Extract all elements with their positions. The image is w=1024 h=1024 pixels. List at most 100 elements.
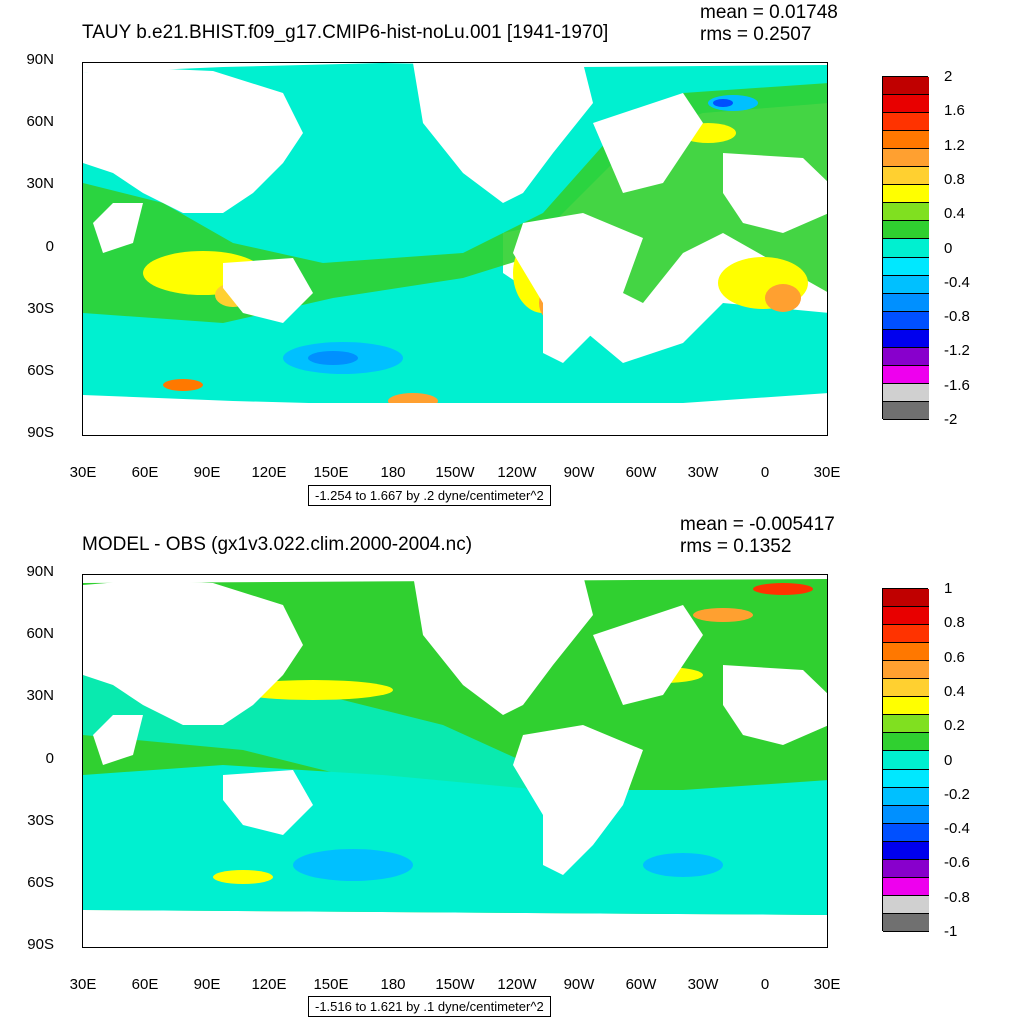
colorbar-label: 0.8 [944,170,965,188]
colorbar-swatch [883,823,929,842]
colorbar-label: 2 [944,68,953,85]
lon-label: 150W [435,976,475,993]
colorbar-swatch [883,751,929,770]
colorbar-label: -0.8 [944,888,970,906]
colorbar-swatch [883,149,929,168]
colorbar-label: 1.2 [944,136,965,154]
colorbar-swatch [883,913,929,932]
lat-label: 90S [27,936,54,953]
lon-label: 180 [380,464,406,481]
lon-label: 30E [69,976,97,993]
panel1-rms: rms = 0.2507 [700,24,812,45]
colorbar-swatch [883,607,929,626]
colorbar-label: 0.8 [944,614,965,632]
colorbar-swatch [883,347,929,366]
lon-label: 120E [251,464,287,481]
panel2-field [83,575,827,947]
panel1-caption: -1.254 to 1.667 by .2 dyne/centimeter^2 [308,485,551,506]
lon-label: 0 [760,464,770,481]
colorbar-swatch [883,877,929,896]
panel2-colorbar [882,588,929,932]
lat-label: 60S [27,362,54,379]
lat-label: 30N [26,175,54,192]
lon-label: 60W [625,976,657,993]
lon-label: 90E [193,464,221,481]
lon-label: 90W [563,464,595,481]
lon-label: 30W [687,976,719,993]
lon-label: 150W [435,464,475,481]
colorbar-label: -0.8 [944,308,970,326]
colorbar-label: -2 [944,411,958,428]
lat-label: 30N [26,687,54,704]
colorbar-swatch [883,257,929,276]
lon-label: 0 [760,976,770,993]
colorbar-swatch [883,805,929,824]
lon-label: 30E [813,976,841,993]
lat-label: 60N [26,113,54,130]
colorbar-swatch [883,113,929,132]
lon-label: 90E [193,976,221,993]
colorbar-label: 1.6 [944,102,965,120]
colorbar-swatch [883,661,929,680]
panel1-title: TAUY b.e21.BHIST.f09_g17.CMIP6-hist-noLu… [82,22,609,43]
lon-label: 180 [380,976,406,993]
colorbar-swatch [883,239,929,258]
panel2-title: MODEL - OBS (gx1v3.022.clim.2000-2004.nc… [82,534,473,555]
colorbar-label: -1.6 [944,376,970,394]
colorbar-label: 0.2 [944,717,965,735]
colorbar-swatch [883,733,929,752]
colorbar-swatch [883,769,929,788]
lon-label: 60W [625,464,657,481]
colorbar-swatch [883,643,929,662]
lat-label: 30S [27,300,54,317]
lon-label: 60E [131,976,159,993]
colorbar-swatch [883,401,929,420]
panel1-map [82,62,828,436]
colorbar-label: 0 [944,751,953,769]
colorbar-swatch [883,275,929,294]
colorbar-swatch [883,221,929,240]
colorbar-swatch [883,859,929,878]
lon-label: 150E [313,464,349,481]
panel2-rms: rms = 0.1352 [680,536,792,557]
colorbar-swatch [883,715,929,734]
lon-label: 60E [131,464,159,481]
lon-label: 30E [69,464,97,481]
lon-label: 30W [687,464,719,481]
panel1-field [83,63,827,435]
colorbar-label: -0.4 [944,273,970,291]
colorbar-label: 0.4 [944,682,965,700]
colorbar-swatch [883,365,929,384]
colorbar-swatch [883,293,929,312]
colorbar-label: -1.2 [944,342,970,360]
lat-label: 90N [26,563,54,580]
colorbar-swatch [883,679,929,698]
colorbar-swatch [883,329,929,348]
panel2-mean: mean = -0.005417 [680,514,835,535]
colorbar-label: 0.6 [944,648,965,666]
colorbar-swatch [883,311,929,330]
lon-label: 120W [497,464,537,481]
colorbar-label: -0.4 [944,820,970,838]
colorbar-swatch [883,787,929,806]
colorbar-label: 0 [944,239,953,257]
colorbar-label: 1 [944,580,953,597]
panel1-colorbar [882,76,929,420]
lat-label: 90S [27,424,54,441]
lat-label: 60S [27,874,54,891]
colorbar-swatch [883,95,929,114]
colorbar-swatch [883,131,929,150]
panel2-map [82,574,828,948]
lat-label: 0 [45,750,54,767]
colorbar-swatch [883,167,929,186]
lon-label: 120E [251,976,287,993]
colorbar-label: 0.4 [944,205,965,223]
lat-label: 0 [45,238,54,255]
lat-label: 30S [27,812,54,829]
colorbar-swatch [883,697,929,716]
colorbar-label: -0.6 [944,854,970,872]
colorbar-swatch [883,185,929,204]
lon-label: 90W [563,976,595,993]
lat-label: 90N [26,51,54,68]
colorbar-swatch [883,589,929,608]
